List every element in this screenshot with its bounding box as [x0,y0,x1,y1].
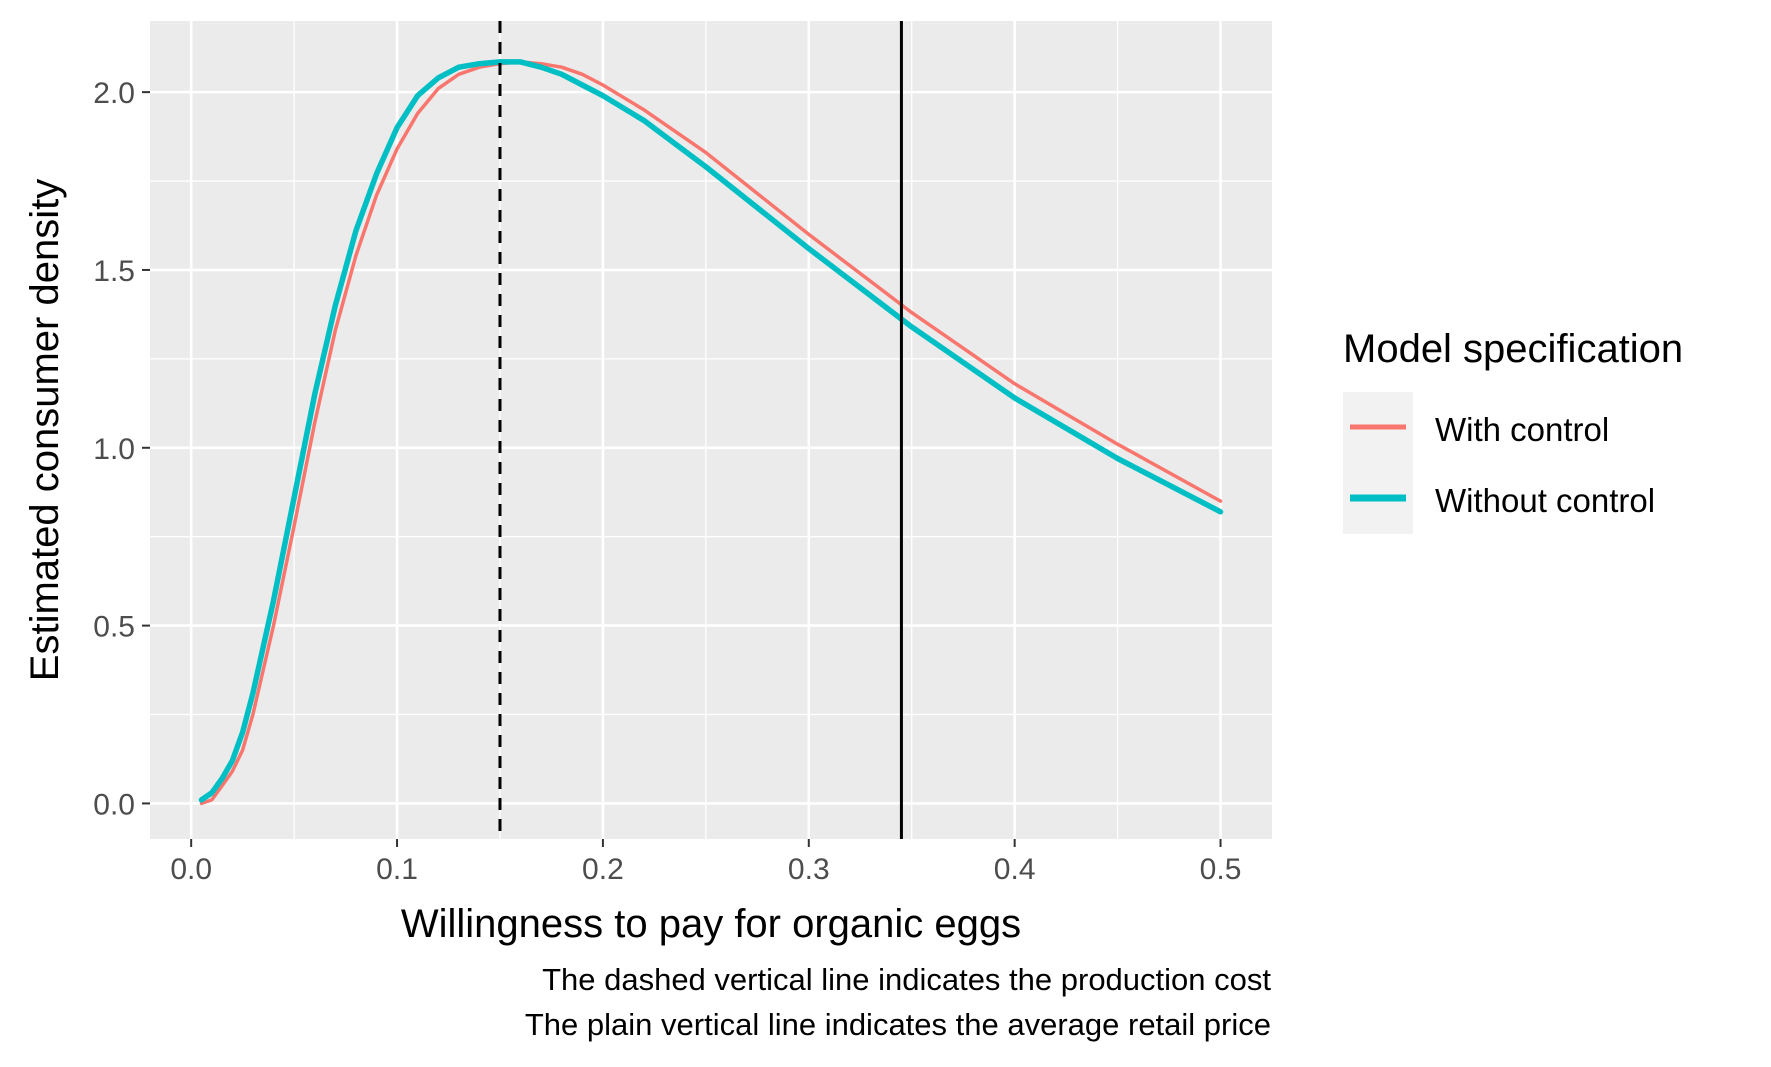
y-tick-label: 1.5 [93,255,135,288]
legend-label-without-control: Without control [1435,482,1655,519]
legend-title: Model specification [1343,327,1683,371]
y-tick-label: 2.0 [93,77,135,110]
grid-major [150,21,1272,839]
y-axis-title: Estimated consumer density [23,179,67,681]
y-tick-label: 0.5 [93,611,135,644]
x-tick-label: 0.1 [376,853,418,886]
x-tick-label: 0.3 [788,853,830,886]
x-tick-label: 0.2 [582,853,624,886]
y-tick-label: 1.0 [93,433,135,466]
y-axis: 0.0 0.5 1.0 1.5 2.0 [93,77,150,821]
caption-line-2: The plain vertical line indicates the av… [525,1007,1271,1042]
panel-background [150,21,1272,839]
y-tick-label: 0.0 [93,788,135,821]
series-line-without-control [198,59,1224,803]
series-line-with-control [199,60,1223,806]
x-axis: 0.0 0.1 0.2 0.3 0.4 0.5 [170,839,1241,886]
vline-layer [498,21,903,839]
x-tick-label: 0.5 [1200,853,1242,886]
x-tick-label: 0.4 [994,853,1036,886]
series-layer [198,59,1224,806]
caption-line-1: The dashed vertical line indicates the p… [542,962,1271,997]
x-axis-title: Willingness to pay for organic eggs [401,902,1021,946]
x-tick-label: 0.0 [170,853,212,886]
legend-label-with-control: With control [1435,411,1609,448]
